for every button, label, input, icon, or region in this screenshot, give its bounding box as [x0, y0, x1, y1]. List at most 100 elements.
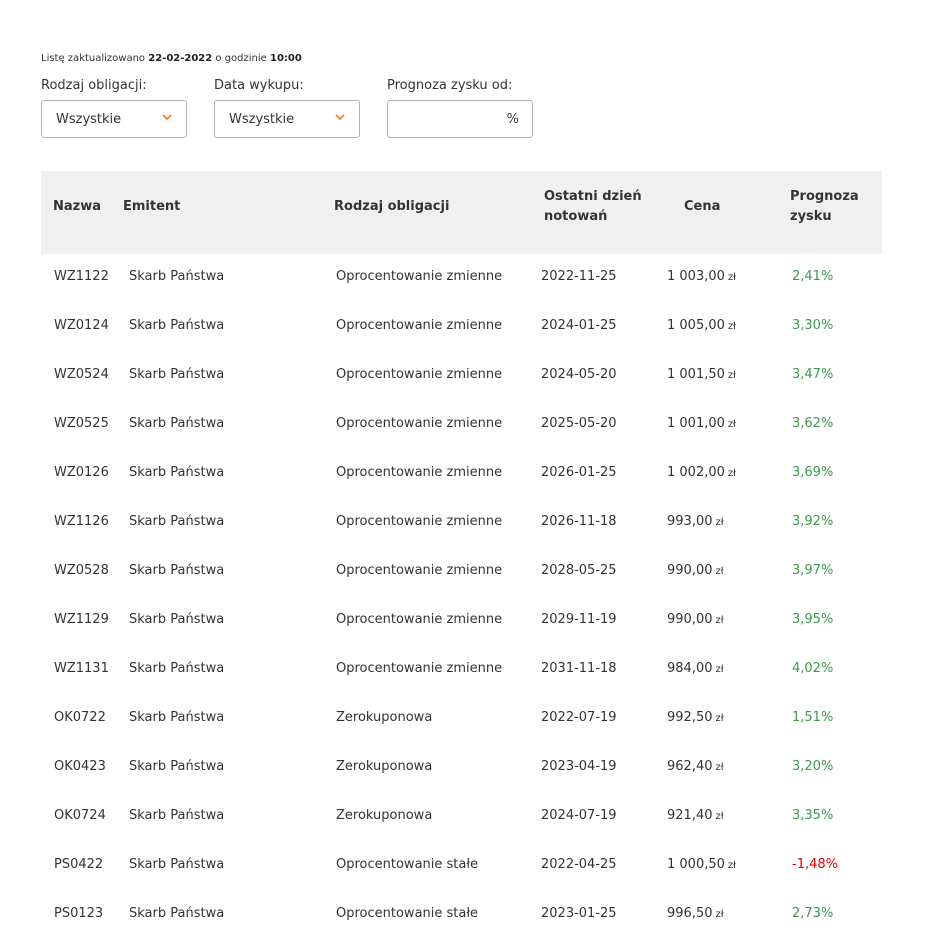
yield-input[interactable] [394, 107, 508, 133]
cell-type: Oprocentowanie zmienne [336, 416, 502, 431]
maturity-select[interactable]: Wszystkie [214, 100, 360, 138]
cell-date-text: 2026-11-18 [541, 514, 617, 529]
cell-issuer-text: Skarb Państwa [129, 269, 225, 284]
table-row[interactable]: WZ0524 Skarb Państwa Oprocentowanie zmienn… [41, 352, 882, 401]
table-row[interactable]: PS0422 Skarb Państwa Oprocentowanie stałe 2… [41, 842, 882, 891]
cell-date: 2029-11-19 [541, 612, 617, 627]
cell-price-text: 1 001,00 [667, 416, 725, 431]
cell-name-text: WZ0126 [54, 465, 109, 480]
cell-issuer-text: Skarb Państwa [129, 514, 225, 529]
table-row[interactable]: OK0423 Skarb Państwa Zerokuponowa 2023-04-1… [41, 744, 882, 793]
table-row[interactable]: WZ1129 Skarb Państwa Oprocentowanie zmienn… [41, 597, 882, 646]
cell-type-text: Oprocentowanie zmienne [336, 661, 503, 676]
cell-yield: 3,47% [792, 367, 833, 382]
header-last-day[interactable]: Ostatni dzień notowań [544, 187, 642, 227]
cell-issuer-text: Skarb Państwa [129, 612, 225, 627]
cell-yield: 1,51% [792, 710, 833, 725]
cell-issuer-text: Skarb Państwa [129, 367, 225, 382]
table-header: Nazwa Emitent Rodzaj obligacji Ostatni d… [41, 171, 882, 254]
currency-label: zł [715, 811, 724, 822]
updated-middle: o godzinie [215, 53, 267, 64]
cell-type: Zerokuponowa [336, 808, 432, 823]
cell-type-text: Oprocentowanie zmienne [336, 367, 503, 382]
cell-yield: 3,62% [792, 416, 833, 431]
header-yield[interactable]: Prognoza zysku [790, 187, 859, 227]
cell-type: Oprocentowanie zmienne [336, 514, 502, 529]
cell-price-text: 996,50 [667, 906, 713, 921]
currency-label: zł [727, 419, 736, 430]
cell-yield-text: 3,20% [792, 759, 834, 774]
cell-date: 2022-07-19 [541, 710, 617, 725]
maturity-value: Wszystkie [229, 112, 295, 127]
table-row[interactable]: WZ1131 Skarb Państwa Oprocentowanie zmienn… [41, 646, 882, 695]
cell-date: 2028-05-25 [541, 563, 617, 578]
cell-name-text: WZ1129 [54, 612, 109, 627]
table-row[interactable]: PS0123 Skarb Państwa Oprocentowanie stałe 2… [41, 891, 882, 940]
cell-price: 1 003,00 zł [667, 269, 736, 284]
cell-name: WZ0524 [54, 367, 109, 382]
cell-price: 984,00 zł [667, 661, 724, 676]
table-row[interactable]: WZ1122 Skarb Państwa Oprocentowanie zmienn… [41, 254, 882, 303]
cell-name-text: PS0123 [54, 906, 104, 921]
cell-price: 1 001,50 zł [667, 367, 736, 382]
cell-price: 996,50 zł [667, 906, 724, 921]
header-issuer[interactable]: Emitent [123, 199, 181, 214]
cell-issuer: Skarb Państwa [129, 759, 224, 774]
cell-type-text: Oprocentowanie zmienne [336, 514, 503, 529]
cell-date-text: 2024-01-25 [541, 318, 617, 333]
header-name[interactable]: Nazwa [53, 199, 102, 214]
table-row[interactable]: WZ0525 Skarb Państwa Oprocentowanie zmienn… [41, 401, 882, 450]
cell-name: WZ0525 [54, 416, 109, 431]
cell-yield: 3,69% [792, 465, 833, 480]
cell-type: Oprocentowanie zmienne [336, 367, 502, 382]
table-row[interactable]: OK0722 Skarb Państwa Zerokuponowa 2022-07-1… [41, 695, 882, 744]
cell-price-text: 921,40 [667, 808, 713, 823]
cell-price-text: 984,00 [667, 661, 713, 676]
table-row[interactable]: WZ0124 Skarb Państwa Oprocentowanie zmienn… [41, 303, 882, 352]
cell-date: 2023-01-25 [541, 906, 617, 921]
cell-name-text: WZ0524 [54, 367, 109, 382]
table-row[interactable]: OK0724 Skarb Państwa Zerokuponowa 2024-07-1… [41, 793, 882, 842]
cell-price: 1 001,00 zł [667, 416, 736, 431]
table-row[interactable]: WZ1126 Skarb Państwa Oprocentowanie zmienn… [41, 499, 882, 548]
header-price[interactable]: Cena [684, 199, 721, 214]
cell-name-text: WZ0525 [54, 416, 109, 431]
currency-label: zł [715, 713, 724, 724]
bonds-table: Nazwa Emitent Rodzaj obligacji Ostatni d… [41, 171, 882, 940]
cell-date-text: 2022-07-19 [541, 710, 617, 725]
bond-type-select[interactable]: Wszystkie [41, 100, 187, 138]
header-type[interactable]: Rodzaj obligacji [334, 199, 450, 214]
cell-name: WZ1131 [54, 661, 109, 676]
cell-name-text: PS0422 [54, 857, 104, 872]
table-row[interactable]: WZ0528 Skarb Państwa Oprocentowanie zmienn… [41, 548, 882, 597]
cell-price: 962,40 zł [667, 759, 724, 774]
cell-name: WZ0124 [54, 318, 109, 333]
cell-type: Oprocentowanie zmienne [336, 612, 502, 627]
cell-yield: 3,35% [792, 808, 833, 823]
cell-issuer: Skarb Państwa [129, 710, 224, 725]
cell-price-text: 993,00 [667, 514, 713, 529]
cell-name: OK0423 [54, 759, 106, 774]
cell-yield: -1,48% [792, 857, 838, 872]
currency-label: zł [715, 517, 724, 528]
cell-date: 2022-04-25 [541, 857, 617, 872]
cell-issuer: Skarb Państwa [129, 857, 224, 872]
cell-type-text: Zerokuponowa [336, 808, 433, 823]
cell-name: WZ1129 [54, 612, 109, 627]
cell-type-text: Oprocentowanie zmienne [336, 612, 503, 627]
cell-issuer: Skarb Państwa [129, 514, 224, 529]
cell-issuer: Skarb Państwa [129, 416, 224, 431]
table-row[interactable]: WZ0126 Skarb Państwa Oprocentowanie zmienn… [41, 450, 882, 499]
cell-name-text: OK0724 [54, 808, 106, 823]
cell-yield-text: 3,97% [792, 563, 834, 578]
cell-type-text: Zerokuponowa [336, 759, 433, 774]
cell-name: WZ0528 [54, 563, 109, 578]
cell-type: Oprocentowanie zmienne [336, 318, 502, 333]
currency-label: zł [727, 272, 736, 283]
cell-name: PS0422 [54, 857, 103, 872]
cell-yield: 4,02% [792, 661, 833, 676]
cell-date: 2023-04-19 [541, 759, 617, 774]
cell-issuer-text: Skarb Państwa [129, 465, 225, 480]
cell-price-text: 1 002,00 [667, 465, 725, 480]
cell-name-text: WZ0124 [54, 318, 109, 333]
